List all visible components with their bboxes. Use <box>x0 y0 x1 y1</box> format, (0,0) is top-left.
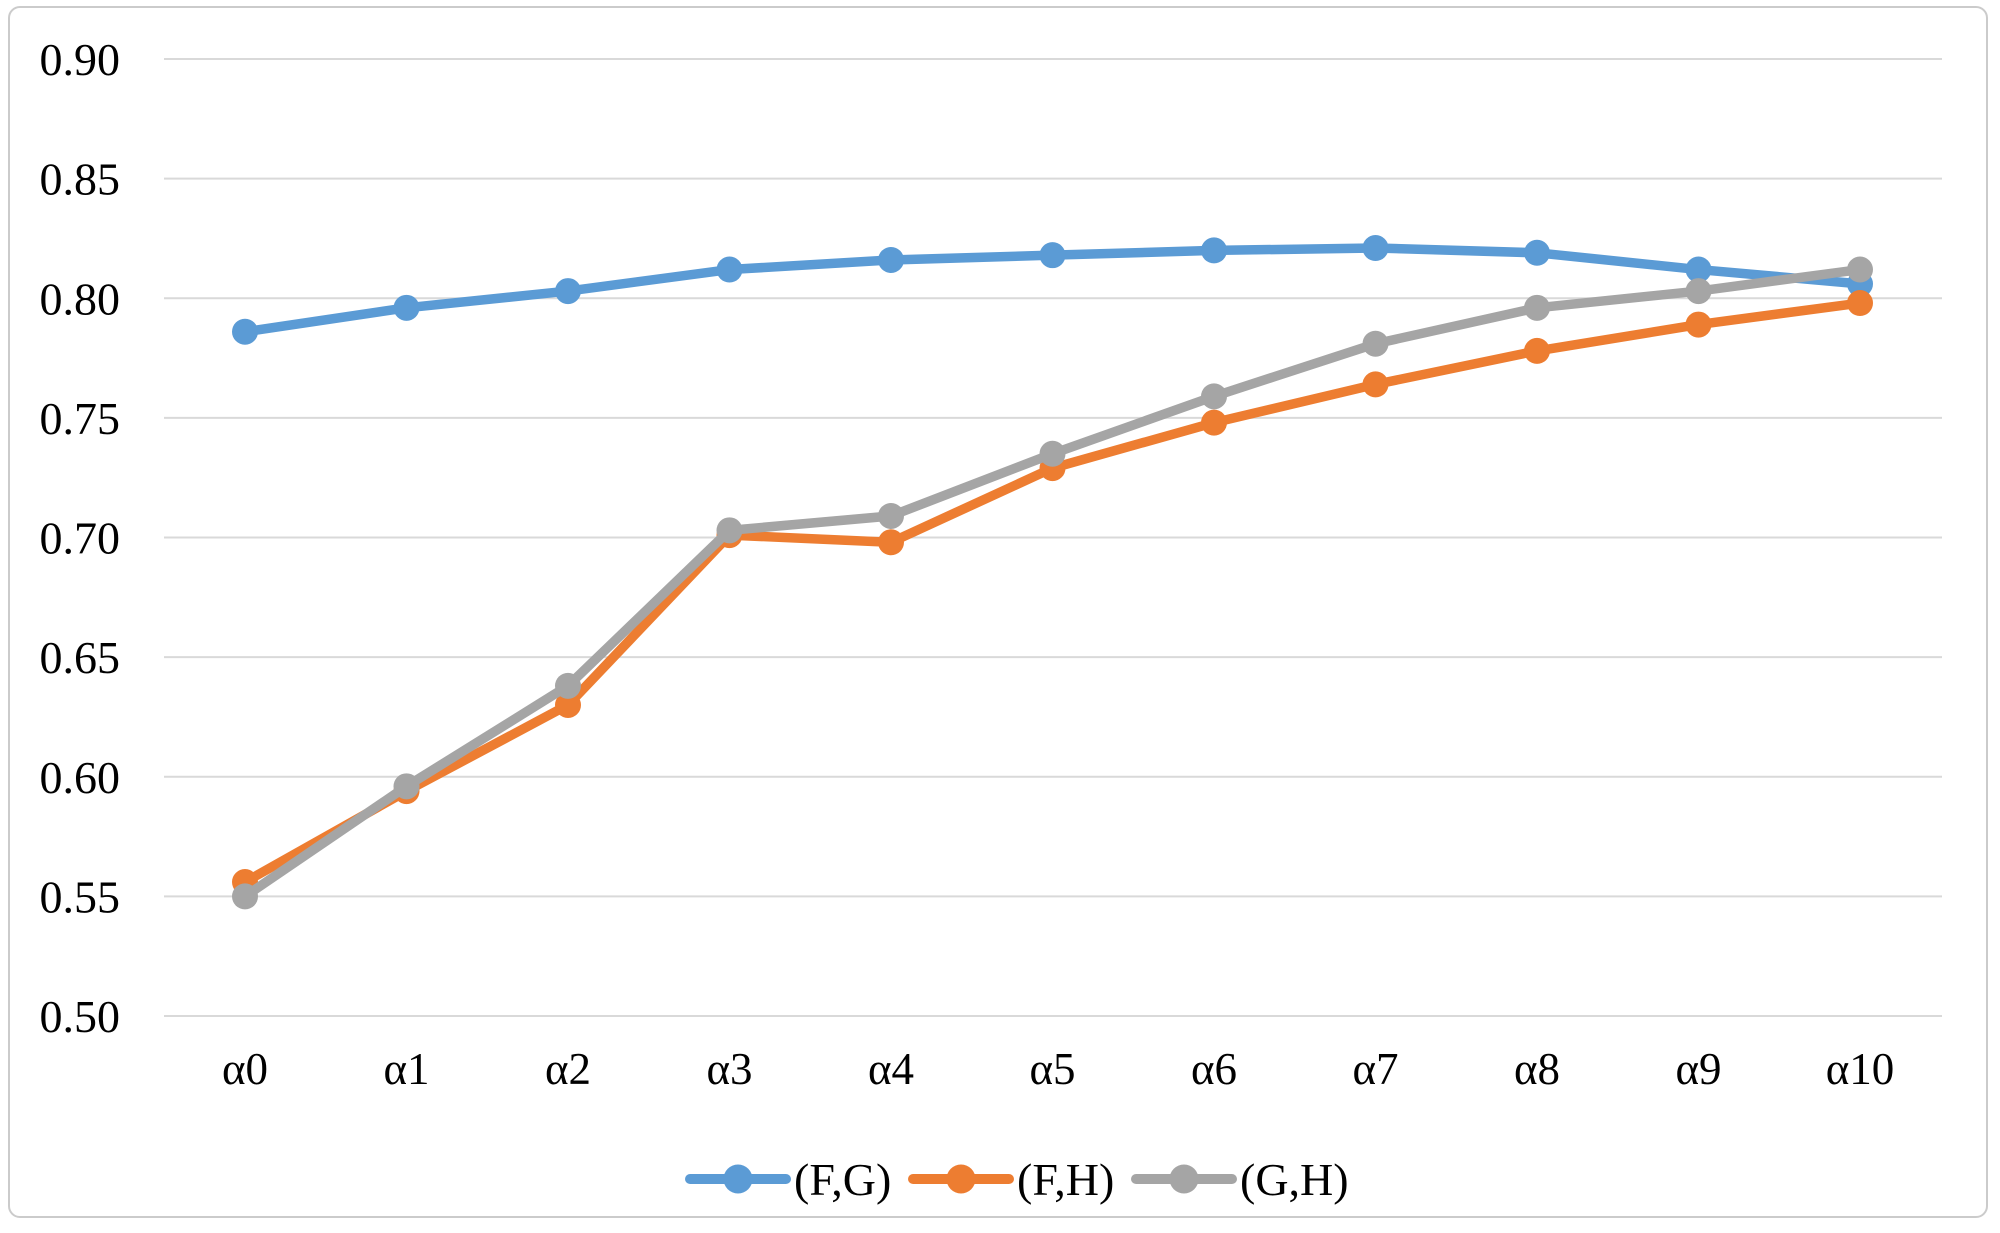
legend-label-(F,H): (F,H) <box>1017 1154 1114 1205</box>
data-point-(G,H)-α9 <box>1685 278 1712 305</box>
y-tick-label: 0.55 <box>40 871 121 922</box>
data-point-(F,G)-α9 <box>1685 256 1712 283</box>
data-point-(G,H)-α6 <box>1201 383 1227 410</box>
y-tick-label: 0.80 <box>40 273 121 324</box>
x-tick-label: α2 <box>545 1044 591 1094</box>
y-tick-label: 0.65 <box>40 632 121 683</box>
series-line-(F,H) <box>240 298 1865 887</box>
x-tick-label: α5 <box>1029 1044 1075 1094</box>
data-point-(F,H)-α9 <box>1685 311 1712 338</box>
data-point-(F,G)-α6 <box>1201 237 1227 264</box>
y-tick-label: 0.60 <box>40 752 121 803</box>
data-point-(G,H)-α0 <box>232 883 258 910</box>
x-tick-label: α1 <box>383 1044 429 1094</box>
chart-figure-border: 0.90 0.85 0.80 0.75 0.70 0.65 0.60 0.55 0.50 α0 α1… <box>8 6 1988 1218</box>
data-point-(F,H)-α6 <box>1201 409 1227 436</box>
x-tick-label: α10 <box>1826 1044 1895 1094</box>
data-point-(F,H)-α2 <box>555 691 581 718</box>
data-point-(F,G)-α2 <box>555 278 581 305</box>
x-tick-label: α0 <box>222 1044 268 1094</box>
data-point-(F,G)-α1 <box>393 294 420 321</box>
data-point-(F,H)-α10 <box>1847 290 1873 317</box>
x-tick-label: α3 <box>706 1044 752 1094</box>
chart-canvas: 0.90 0.85 0.80 0.75 0.70 0.65 0.60 0.55 0.50 α0 α1… <box>40 34 1942 1205</box>
legend-marker-dot-(F,G) <box>723 1164 753 1194</box>
legend-label-(G,H): (G,H) <box>1240 1154 1349 1205</box>
data-point-(G,H)-α10 <box>1847 256 1873 283</box>
data-point-(F,G)-α5 <box>1039 242 1066 269</box>
data-point-(G,H)-α3 <box>716 517 743 544</box>
legend-label-(F,G): (F,G) <box>794 1154 891 1205</box>
data-point-(F,H)-α8 <box>1524 337 1550 364</box>
data-point-(F,G)-α0 <box>232 318 258 345</box>
data-point-(F,G)-α8 <box>1524 239 1550 266</box>
data-point-(F,G)-α3 <box>716 256 743 283</box>
y-tick-label: 0.70 <box>40 513 121 564</box>
y-tick-label: 0.85 <box>40 154 121 205</box>
data-point-(F,H)-α4 <box>878 529 904 556</box>
series-line-(G,H) <box>240 264 1865 902</box>
x-tick-label: α8 <box>1514 1044 1560 1094</box>
legend-marker-dot-(F,H) <box>946 1164 976 1194</box>
data-point-(G,H)-α8 <box>1524 294 1550 321</box>
data-point-(G,H)-α7 <box>1362 330 1389 357</box>
data-point-(F,H)-α7 <box>1362 371 1389 398</box>
x-tick-label: α9 <box>1675 1044 1721 1094</box>
y-tick-label: 0.50 <box>40 991 121 1042</box>
y-tick-label: 0.75 <box>40 393 121 444</box>
data-point-(G,H)-α1 <box>393 773 420 800</box>
data-point-(G,H)-α4 <box>878 502 904 529</box>
x-tick-label: α6 <box>1191 1044 1237 1094</box>
y-tick-label: 0.90 <box>40 34 121 85</box>
data-point-(G,H)-α5 <box>1039 440 1066 467</box>
data-point-(F,G)-α7 <box>1362 235 1389 262</box>
data-point-(F,G)-α4 <box>878 246 904 273</box>
x-tick-label: α7 <box>1352 1044 1398 1094</box>
legend-marker-dot-(G,H) <box>1169 1164 1199 1194</box>
x-tick-label: α4 <box>868 1044 914 1094</box>
data-point-(G,H)-α2 <box>555 672 581 699</box>
